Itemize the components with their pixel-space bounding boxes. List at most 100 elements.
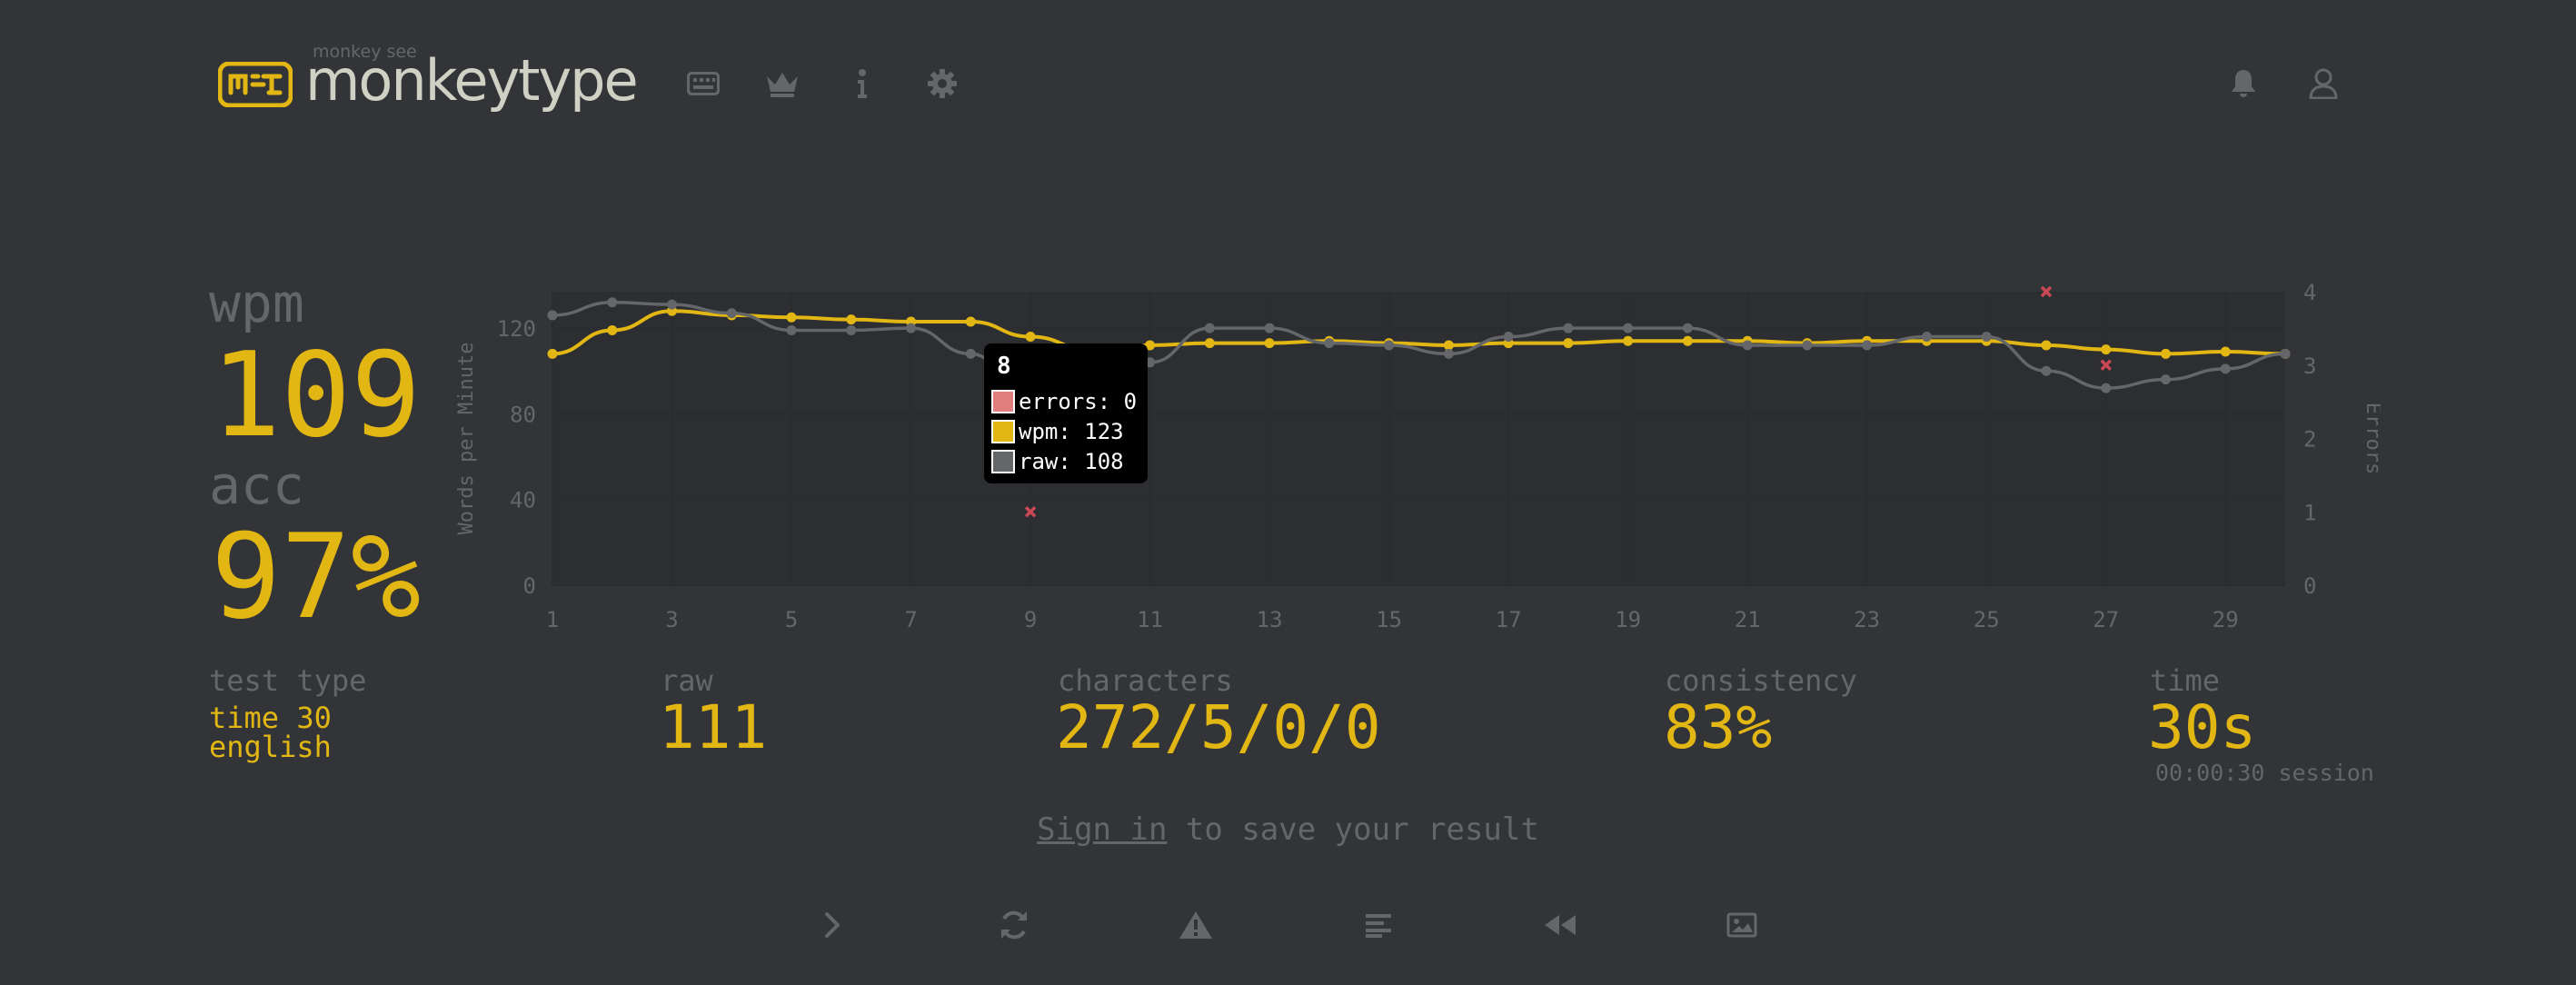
raw-swatch <box>991 450 1015 473</box>
x-tick-label: 19 <box>1615 607 1641 632</box>
logo-title[interactable]: monkeytype <box>305 47 639 114</box>
x-tick-label: 3 <box>665 607 678 632</box>
raw-point <box>965 348 976 359</box>
raw-point <box>1623 323 1634 333</box>
y2-tick-label: 3 <box>2303 353 2316 379</box>
raw-point <box>607 297 618 308</box>
raw-point <box>1682 323 1693 333</box>
raw-point <box>1742 340 1753 351</box>
wpm-point <box>786 312 797 323</box>
keyboard-icon[interactable] <box>685 65 721 102</box>
y2-axis-title: Errors <box>2362 403 2381 474</box>
logo-icon[interactable] <box>217 61 293 108</box>
y2-tick-label: 0 <box>2303 573 2316 599</box>
words-history-button[interactable] <box>1351 898 1406 952</box>
wpm-point <box>1682 335 1693 346</box>
wpm-label: wpm <box>209 273 304 334</box>
crown-icon[interactable] <box>764 65 801 102</box>
raw-point <box>2220 363 2231 374</box>
raw-point <box>1204 323 1215 333</box>
signin-link[interactable]: Sign in <box>1037 811 1168 848</box>
raw-point <box>1862 340 1873 351</box>
bell-icon[interactable] <box>2225 65 2262 102</box>
wpm-point <box>846 314 857 325</box>
y2-tick-label: 1 <box>2303 500 2316 525</box>
restart-button[interactable] <box>987 898 1041 952</box>
raw-point <box>2041 365 2052 376</box>
chart-tooltip: 8 errors: 0 wpm: 123 raw: 108 <box>984 343 1148 483</box>
raw-point <box>786 324 797 335</box>
y-axis-title: Words per Minute <box>455 343 478 535</box>
x-tick-label: 9 <box>1024 607 1037 632</box>
wpm-point <box>2041 340 2052 351</box>
y-tick-label: 120 <box>497 316 536 342</box>
tooltip-errors: errors: 0 <box>1019 389 1138 414</box>
x-tick-label: 1 <box>546 607 559 632</box>
logo-subtitle: monkey see <box>313 42 417 62</box>
wpm-point <box>1264 338 1275 349</box>
raw-point <box>1563 323 1574 333</box>
y-tick-label: 0 <box>523 573 536 599</box>
characters-value: 272/5/0/0 <box>1056 692 1381 762</box>
time-label: time <box>2150 663 2221 698</box>
test-type-mode: time 30 <box>209 701 332 735</box>
raw-point <box>1921 332 1932 343</box>
replay-button[interactable] <box>1533 898 1587 952</box>
x-tick-label: 21 <box>1735 607 1761 632</box>
raw-point <box>906 323 917 333</box>
raw-point <box>1503 332 1514 343</box>
x-tick-label: 17 <box>1496 607 1522 632</box>
raw-point <box>1443 348 1454 359</box>
error-point <box>1024 506 1037 518</box>
raw-point <box>2280 348 2291 359</box>
gear-icon[interactable] <box>924 65 960 102</box>
test-type-language: english <box>209 730 332 764</box>
test-type-label: test type <box>209 663 367 698</box>
backward-icon <box>1545 915 1576 935</box>
next-test-button[interactable] <box>805 898 860 952</box>
user-icon[interactable] <box>2305 65 2342 102</box>
warning-icon <box>1179 911 1212 939</box>
x-tick-label: 15 <box>1376 607 1402 632</box>
image-icon <box>1726 912 1757 938</box>
raw-value: 111 <box>659 692 768 762</box>
x-tick-label: 25 <box>1974 607 2000 632</box>
raw-point <box>1324 338 1335 349</box>
errors-swatch <box>991 390 1015 413</box>
wpm-point <box>1025 332 1036 343</box>
x-tick-label: 29 <box>2213 607 2239 632</box>
wpm-point <box>1443 340 1454 351</box>
screenshot-button[interactable] <box>1715 898 1769 952</box>
align-left-icon <box>1366 914 1391 938</box>
raw-point <box>1981 332 1992 343</box>
x-tick-label: 13 <box>1257 607 1283 632</box>
consistency-label: consistency <box>1665 663 1857 698</box>
raw-point <box>547 310 558 321</box>
error-point <box>2040 285 2053 298</box>
raw-point <box>1802 340 1813 351</box>
raw-point <box>1264 323 1275 333</box>
raw-label: raw <box>661 663 713 698</box>
raw-point <box>1384 340 1395 351</box>
raw-point <box>726 308 737 319</box>
signin-message: Sign in to save your result <box>0 811 2576 848</box>
characters-label: characters <box>1058 663 1233 698</box>
x-tick-label: 7 <box>904 607 917 632</box>
wpm-point <box>2101 344 2112 355</box>
error-point <box>2100 359 2112 371</box>
info-icon[interactable] <box>844 65 880 102</box>
tooltip-raw: raw: 108 <box>1019 449 1124 474</box>
chevron-right-icon <box>825 912 840 938</box>
raw-point <box>667 299 678 310</box>
wpm-point <box>1145 340 1156 351</box>
acc-label: acc <box>209 454 304 516</box>
wpm-value: 109 <box>211 328 422 463</box>
consistency-value: 83% <box>1664 692 1773 762</box>
refresh-icon <box>1001 910 1027 940</box>
acc-value: 97% <box>211 510 422 645</box>
y-tick-label: 40 <box>510 488 536 513</box>
session-time: 00:00:30 session <box>2155 760 2374 786</box>
tooltip-wpm: wpm: 123 <box>1019 419 1124 444</box>
report-button[interactable] <box>1169 898 1223 952</box>
